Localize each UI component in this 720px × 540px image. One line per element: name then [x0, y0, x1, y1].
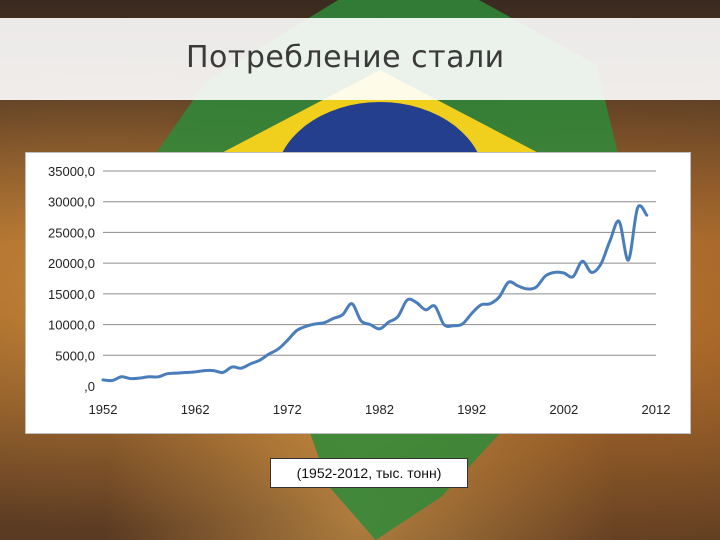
x-tick-label: 1972: [273, 402, 302, 417]
x-tick-label: 1992: [457, 402, 486, 417]
y-tick-label: 30000,0: [48, 195, 95, 210]
x-tick-label: 2002: [549, 402, 578, 417]
title-band: [0, 18, 720, 100]
steel-consumption-chart: ,0 5000,0 10000,0 15000,0 20000,0 25000,0 3000…: [48, 164, 671, 417]
series-line: [101, 204, 649, 383]
y-tick-label: 20000,0: [48, 256, 95, 271]
x-tick-label: 1982: [365, 402, 394, 417]
x-tick-label: 1962: [181, 402, 210, 417]
y-tick-label: 10000,0: [48, 318, 95, 333]
x-tick-label: 1952: [89, 402, 118, 417]
y-axis-labels: ,0 5000,0 10000,0 15000,0 20000,0 25000,0 3000…: [48, 164, 95, 394]
x-axis-labels: 1952 1962 1972 1982 1992 2002 2012: [89, 402, 671, 417]
y-tick-label: 5000,0: [55, 348, 95, 363]
caption-box: (1952-2012, тыс. тонн): [270, 458, 468, 488]
y-tick-label: 35000,0: [48, 164, 95, 179]
chart-panel: ,0 5000,0 10000,0 15000,0 20000,0 25000,0 3000…: [25, 152, 691, 434]
grid-lines: [103, 170, 656, 356]
slide-title: Потребление стали: [186, 40, 505, 75]
y-tick-label: 25000,0: [48, 225, 95, 240]
y-tick-label: ,0: [84, 379, 95, 394]
x-tick-label: 2012: [642, 402, 671, 417]
y-tick-label: 15000,0: [48, 287, 95, 302]
